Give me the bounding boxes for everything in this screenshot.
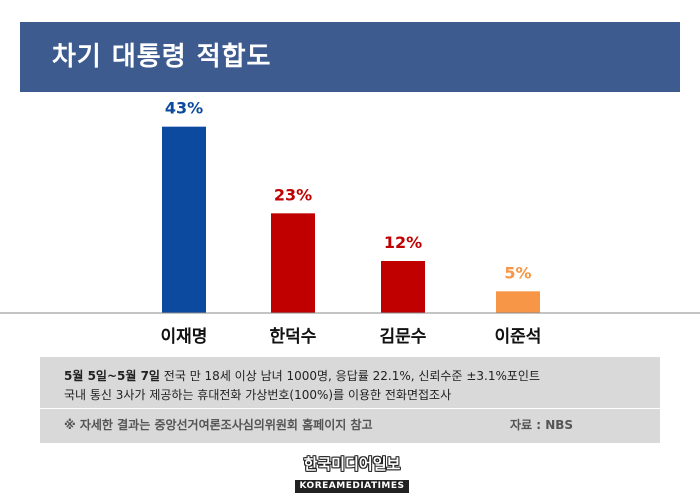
bar-chart: 43% 이재명 23% 한덕수 12% 김문수 5% 이준석	[0, 99, 700, 347]
category-label: 한덕수	[270, 327, 317, 347]
data-source: 자료 : NBS	[510, 418, 574, 432]
bar-2	[271, 213, 315, 313]
publisher-logo: 한국미디어일보 KOREAMEDIATIMES	[290, 455, 414, 493]
info-divider	[40, 408, 660, 409]
survey-info-box: 5월 5일~5월 7일 전국 만 18세 이상 남녀 1000명, 응답률 22…	[40, 357, 660, 443]
bar-3	[381, 261, 425, 313]
reference-note: ※ 자세한 결과는 중앙선거여론조사심의위원회 홈페이지 참고	[64, 418, 373, 432]
bar-value-label: 23%	[274, 185, 312, 204]
category-label: 이준석	[495, 327, 542, 347]
survey-method-line2: 국내 통신 3사가 제공하는 휴대전화 가상번호(100%)를 이용한 전화면접…	[64, 388, 452, 402]
category-label: 이재명	[161, 327, 208, 347]
logo-english-text: KOREAMEDIATIMES	[295, 480, 409, 493]
chart-title: 차기 대통령 적합도	[52, 42, 272, 72]
title-banner: 차기 대통령 적합도	[20, 22, 680, 92]
category-label: 김문수	[380, 327, 427, 347]
survey-method-text: 전국 만 18세 이상 남녀 1000명, 응답률 22.1%, 신뢰수준 ±3…	[159, 369, 540, 383]
bar-value-label: 5%	[504, 263, 531, 282]
bar-value-label: 12%	[384, 233, 422, 252]
bar-value-label: 43%	[165, 99, 203, 118]
bars-group: 43% 이재명 23% 한덕수 12% 김문수 5% 이준석	[161, 99, 542, 347]
survey-method-line1: 5월 5일~5월 7일 전국 만 18세 이상 남녀 1000명, 응답률 22…	[64, 367, 540, 384]
logo-korean-text: 한국미디어일보	[303, 455, 401, 473]
bar-4	[496, 291, 540, 313]
bar-1	[162, 126, 206, 314]
survey-date-range: 5월 5일~5월 7일	[64, 369, 160, 383]
